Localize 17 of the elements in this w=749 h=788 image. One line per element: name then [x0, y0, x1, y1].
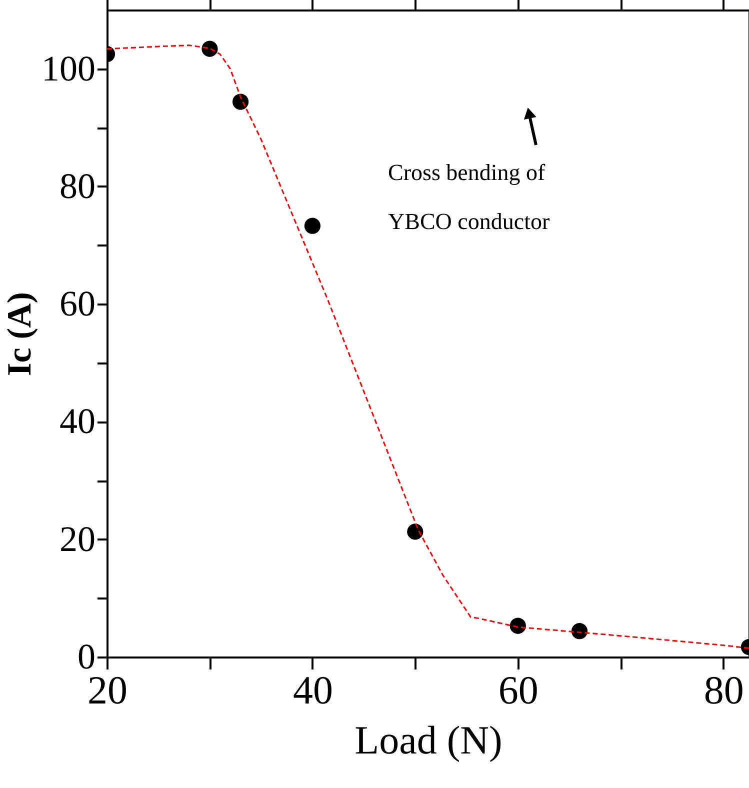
point: [407, 524, 424, 540]
y-tick-label: 60: [60, 284, 96, 324]
annotation: Cross bending of YBCO conductor: [388, 160, 550, 234]
point: [510, 618, 526, 634]
x-tick-label: 40: [292, 668, 333, 712]
point: [304, 218, 320, 234]
x-axis-title: Load (N): [354, 718, 502, 762]
y-tick-label: 20: [60, 518, 96, 559]
y-tick-label: 100: [42, 48, 96, 88]
x-tick-label: 80: [704, 668, 744, 712]
point: [232, 94, 249, 110]
y-tick-label: 40: [60, 401, 96, 442]
y-tick-label: 80: [60, 166, 96, 206]
x-tick-label: 60: [498, 668, 538, 712]
point: [202, 40, 218, 57]
y-axis-title: Ic (A): [2, 292, 38, 376]
point: [571, 623, 588, 640]
